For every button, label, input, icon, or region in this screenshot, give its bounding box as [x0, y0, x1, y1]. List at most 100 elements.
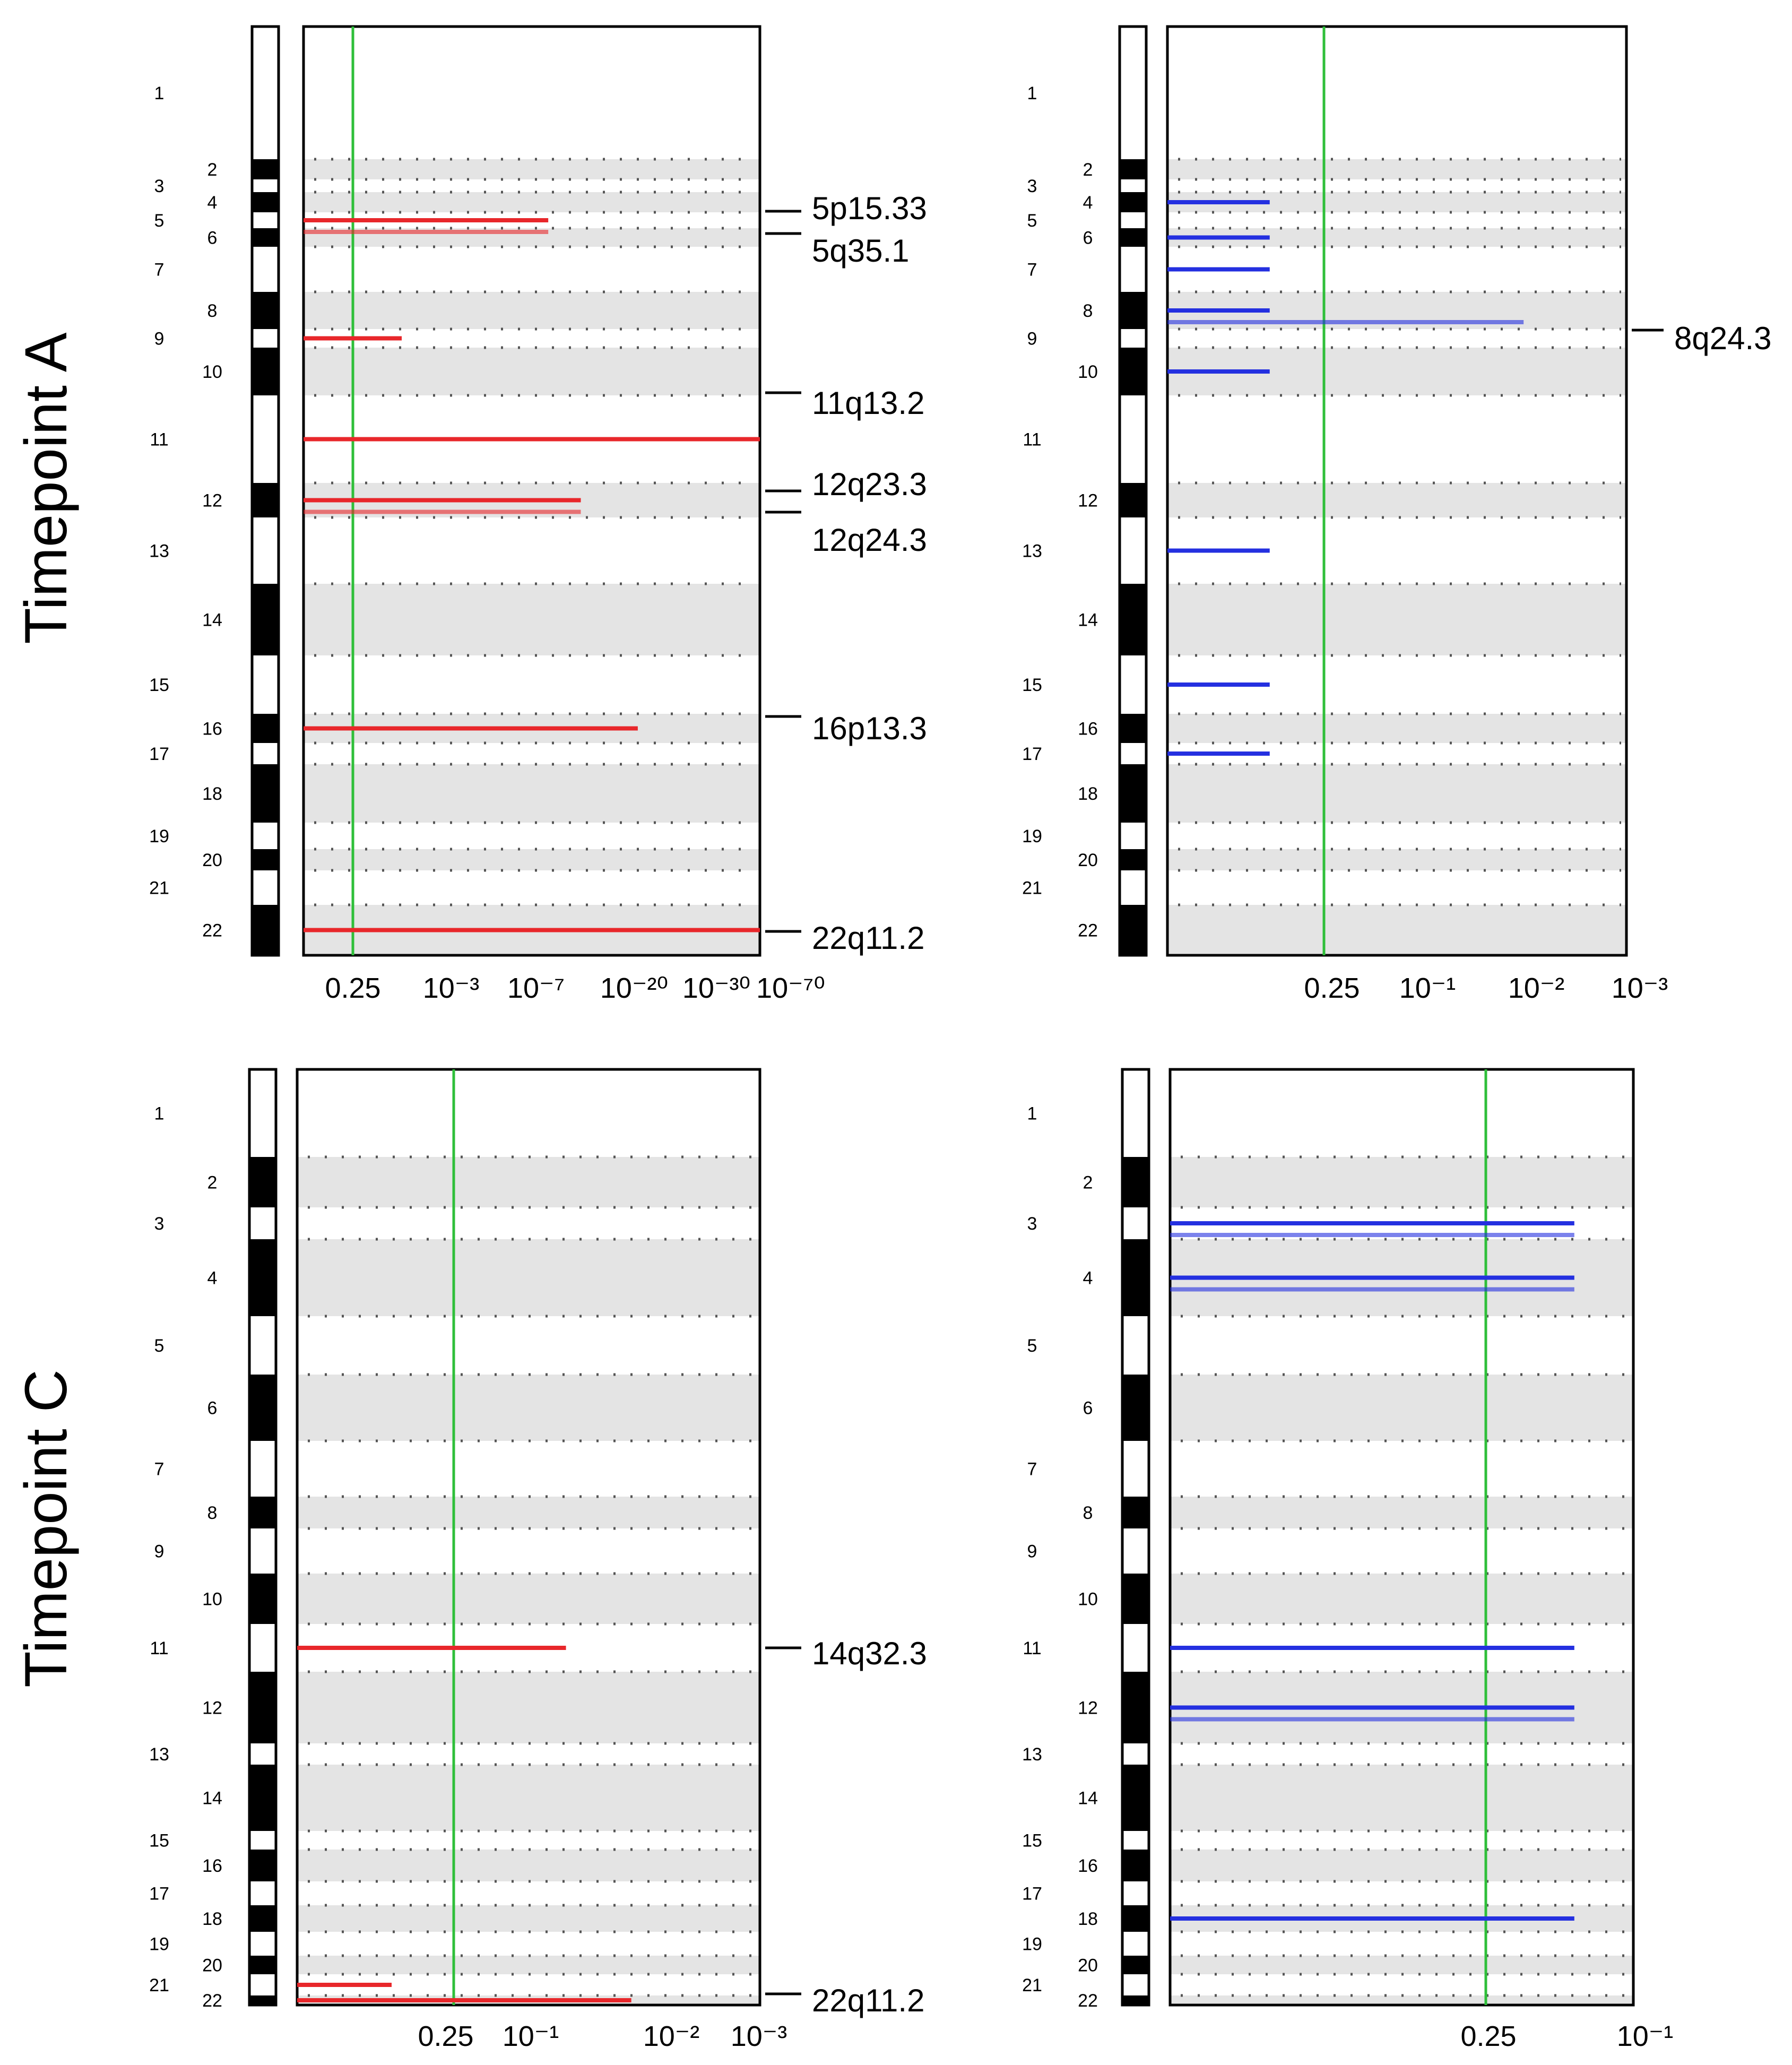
chromosome-label-7: 7 — [1027, 260, 1037, 280]
chromosome-label-1: 1 — [1027, 83, 1037, 103]
x-tick-label: 0.25 — [325, 972, 380, 1004]
x-tick-label: 0.25 — [1460, 2020, 1516, 2052]
chromosome-label-1: 1 — [154, 83, 165, 103]
shaded-band — [1167, 159, 1626, 179]
shaded-band — [1167, 849, 1626, 870]
chromosome-label-4: 4 — [207, 1268, 218, 1289]
ideogram-band — [249, 1995, 276, 2005]
chromosome-label-8: 8 — [207, 1503, 218, 1523]
chromosome-label-17: 17 — [149, 744, 169, 764]
ideogram-band — [252, 292, 279, 329]
ideogram-band — [252, 905, 279, 955]
shaded-band — [297, 1157, 760, 1207]
chromosome-label-6: 6 — [1083, 228, 1093, 248]
chromosome-label-10: 10 — [1078, 1589, 1098, 1610]
chromosome-label-5: 5 — [154, 1336, 165, 1356]
x-tick-label: 10⁻² — [1508, 972, 1565, 1004]
shaded-band — [1170, 1995, 1633, 2005]
x-tick-label: 10⁻³⁰ — [682, 972, 750, 1004]
ideogram-band — [252, 348, 279, 395]
shaded-band — [304, 159, 760, 179]
ideogram-band — [249, 1956, 276, 1974]
ideogram-band — [252, 228, 279, 247]
chromosome-label-21: 21 — [149, 1975, 169, 1995]
chromosome-label-9: 9 — [154, 329, 165, 349]
ideogram-band — [1122, 1497, 1149, 1528]
shaded-band — [1167, 714, 1626, 743]
ideogram-band — [1120, 159, 1146, 179]
row-title-timepoint-c: Timepoint C — [13, 1369, 79, 1688]
shaded-band — [1167, 584, 1626, 655]
chromosome-label-6: 6 — [207, 1398, 218, 1419]
ideogram-band — [1122, 1850, 1149, 1881]
chromosome-label-10: 10 — [202, 362, 222, 382]
ideogram-band — [1122, 1995, 1149, 2005]
shaded-band — [1167, 905, 1626, 955]
chromosome-label-3: 3 — [154, 176, 165, 196]
chromosome-label-8: 8 — [1083, 301, 1093, 321]
chromosome-label-11: 11 — [150, 1638, 168, 1658]
ideogram-band — [252, 584, 279, 655]
shaded-band — [304, 348, 760, 395]
chromosome-label-7: 7 — [154, 260, 165, 280]
chromosome-label-11: 11 — [1023, 430, 1041, 450]
chromosome-label-15: 15 — [149, 1831, 169, 1851]
ideogram-band — [1120, 714, 1146, 743]
chromosome-label-2: 2 — [207, 160, 218, 180]
ideogram-band — [1122, 1905, 1149, 1932]
chromosome-label-16: 16 — [202, 719, 222, 739]
chromosome-label-12: 12 — [1078, 1698, 1098, 1718]
chromosome-label-18: 18 — [1078, 1909, 1098, 1929]
chromosome-label-12: 12 — [1078, 491, 1098, 511]
chromosome-label-4: 4 — [207, 193, 218, 213]
annotation-12q24.3: 12q24.3 — [812, 522, 927, 558]
chromosome-label-1: 1 — [154, 1104, 165, 1124]
chromosome-label-22: 22 — [1078, 921, 1098, 941]
chromosome-label-14: 14 — [1078, 1788, 1098, 1809]
chromosome-label-1: 1 — [1027, 1104, 1037, 1124]
ideogram-band — [1122, 1239, 1149, 1316]
chromosome-label-20: 20 — [202, 1956, 222, 1976]
ideogram-band — [1120, 348, 1146, 395]
chromosome-label-19: 19 — [1022, 1934, 1042, 1955]
chromosome-label-17: 17 — [149, 1884, 169, 1904]
chromosome-label-4: 4 — [1083, 193, 1093, 213]
ideogram-band — [249, 1375, 276, 1441]
ideogram-band — [1122, 1672, 1149, 1743]
shaded-band — [297, 1497, 760, 1528]
shaded-band — [304, 292, 760, 329]
shaded-band — [297, 1672, 760, 1743]
chromosome-label-5: 5 — [154, 211, 165, 231]
ideogram-band — [1120, 292, 1146, 329]
chromosome-label-9: 9 — [1027, 1542, 1037, 1562]
shaded-band — [297, 1765, 760, 1831]
x-tick-label: 10⁻⁷⁰ — [756, 972, 825, 1004]
chromosome-label-19: 19 — [149, 1934, 169, 1955]
shaded-band — [1170, 1850, 1633, 1881]
chromosome-label-10: 10 — [1078, 362, 1098, 382]
chromosome-label-8: 8 — [207, 301, 218, 321]
chromosome-label-13: 13 — [1022, 1744, 1042, 1765]
shaded-band — [1170, 1574, 1633, 1624]
ideogram-band — [1120, 584, 1146, 655]
x-tick-label: 10⁻² — [643, 2020, 700, 2052]
x-tick-label: 0.25 — [1304, 972, 1360, 1004]
chromosome-label-14: 14 — [202, 610, 222, 630]
ideogram-band — [1120, 483, 1146, 517]
x-tick-label: 10⁻¹ — [1399, 972, 1456, 1004]
shaded-band — [297, 1375, 760, 1441]
shaded-band — [297, 1956, 760, 1974]
chromosome-label-13: 13 — [149, 1744, 169, 1765]
chromosome-label-3: 3 — [1027, 176, 1037, 196]
ideogram-band — [1122, 1765, 1149, 1831]
annotation-5p15.33: 5p15.33 — [812, 191, 927, 226]
shaded-band — [1167, 764, 1626, 823]
chromosome-label-21: 21 — [1022, 1975, 1042, 1995]
ideogram-band — [249, 1497, 276, 1528]
x-tick-label: 10⁻⁷ — [507, 972, 565, 1004]
shaded-band — [297, 1239, 760, 1316]
ideogram-band — [1120, 192, 1146, 212]
